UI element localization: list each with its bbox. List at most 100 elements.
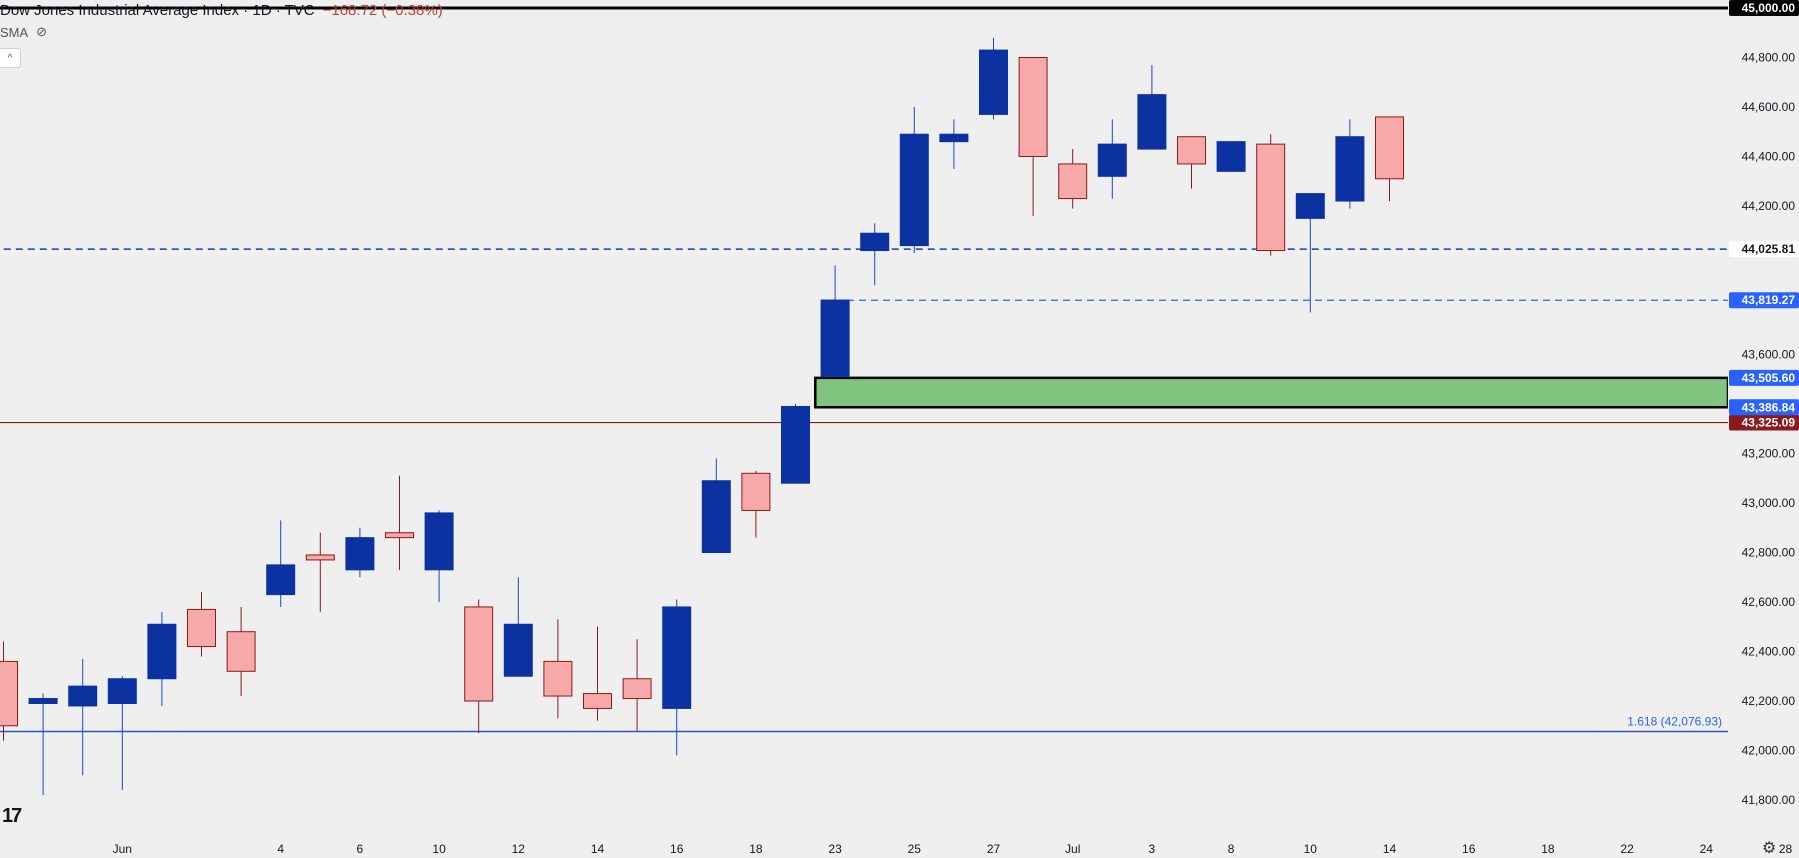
candle [28,693,58,796]
price-badge [1729,369,1799,386]
price-tick-label: 43,200.00 [1742,447,1796,461]
candle [503,577,533,677]
time-axis-bg [0,840,1728,857]
candle [939,119,969,169]
candle-body [939,133,969,143]
candle [464,599,494,734]
candle-body [424,512,454,571]
candle-body [701,480,731,554]
time-tick-label: 23 [828,842,842,856]
gear-icon[interactable]: ⚙ [1762,840,1777,857]
candle [1375,116,1404,202]
candle-body [147,623,177,680]
collapse-legend-button[interactable]: ^ [0,48,21,68]
candle-body [1097,143,1127,177]
candle-body [68,685,98,707]
time-axis: 28 Jun 4 6 10 12 14 16 18 23 25 27 Jul 3 8 10 14 16 18 22 24… [0,840,1793,857]
candle-body [979,49,1008,115]
time-tick-label: 4 [277,842,284,856]
time-tick-label: 14 [591,842,605,856]
time-tick-label: 24 [1700,842,1714,856]
price-tick-label: 41,800.00 [1742,793,1796,807]
candle [345,527,375,578]
time-tick-label: 8 [1228,842,1235,856]
price-tick-label: 43,600.00 [1742,348,1796,362]
price-tick-label: 42,400.00 [1742,645,1796,659]
candle-body [583,693,612,709]
time-tick-label: 16 [670,842,684,856]
candle [781,404,810,484]
candle-body [1216,141,1246,172]
candle [1256,134,1286,256]
candle [899,107,929,254]
indicator-row: SMA ⊘ [0,24,47,40]
price-tick-label: 44,400.00 [1742,150,1796,164]
price-badge [1729,399,1799,416]
candle [226,606,256,697]
candle [543,619,573,719]
time-tick-label: 18 [1541,842,1555,856]
price-axis: 41,800.00 42,000.00 42,200.00 42,400.00 42,6… [1728,0,1799,857]
candle [583,626,612,721]
time-tick-label: 6 [357,842,364,856]
time-tick-label: 18 [749,842,763,856]
time-tick-label: 28 [1779,842,1793,856]
price-tick-label: 44,800.00 [1742,51,1796,65]
price-badge-label: 43,505.60 [1742,371,1796,385]
chart-legend: Dow Jones Industrial Average Index · 1D … [0,2,443,19]
candle [305,532,335,612]
candle-body [1335,136,1365,202]
time-tick-label: 12 [512,842,526,856]
candle-body [0,660,18,727]
fib-label: 1.618 (42,076.93) [1627,714,1722,728]
time-tick-label: 25 [908,842,922,856]
candle [107,676,137,791]
candle-body [1256,143,1286,252]
price-badge-label: 43,325.09 [1742,416,1796,430]
candle-body [345,537,375,571]
time-tick-label: 10 [432,842,446,856]
support-zone-rect [814,376,1730,409]
candle [1137,64,1167,150]
candle-body [107,678,137,704]
sma-label[interactable]: SMA [0,24,29,40]
candle-body [1058,163,1088,200]
candle [266,520,296,607]
price-tick-label: 43,000.00 [1742,496,1796,510]
price-tick-label: 42,200.00 [1742,694,1796,708]
price-badge-label: 43,386.84 [1742,400,1796,414]
price-tick-label: 42,000.00 [1742,744,1796,758]
candle-body [305,554,335,561]
candle [1097,119,1127,199]
candle-body [741,472,771,511]
support-zone [814,376,1730,409]
candle-body [1137,94,1167,150]
candle-body [860,232,890,252]
price-tick-label: 42,800.00 [1742,546,1796,560]
candle [385,475,414,570]
candle-body [28,698,58,704]
price-tick-label: 44,600.00 [1742,100,1796,114]
candle [1295,193,1325,313]
candle-body [503,623,533,677]
candle-body [820,299,850,378]
candle-body [899,133,929,247]
price-badge [1729,241,1799,258]
time-tick-label: 10 [1304,842,1318,856]
candle-body [543,660,573,697]
time-tick-label: Jun [113,842,132,856]
price-tick-label: 42,600.00 [1742,595,1796,609]
candles [0,37,1404,796]
candle [741,470,771,538]
eye-hidden-icon[interactable]: ⊘ [36,24,48,39]
candle [1177,136,1206,189]
symbol-title[interactable]: Dow Jones Industrial Average Index · 1D … [0,2,315,19]
candle [147,611,177,706]
price-badge [1729,0,1799,16]
candle [1335,119,1365,209]
candle [187,592,216,657]
candle [662,599,692,756]
candle [424,510,454,602]
candle [68,658,98,776]
